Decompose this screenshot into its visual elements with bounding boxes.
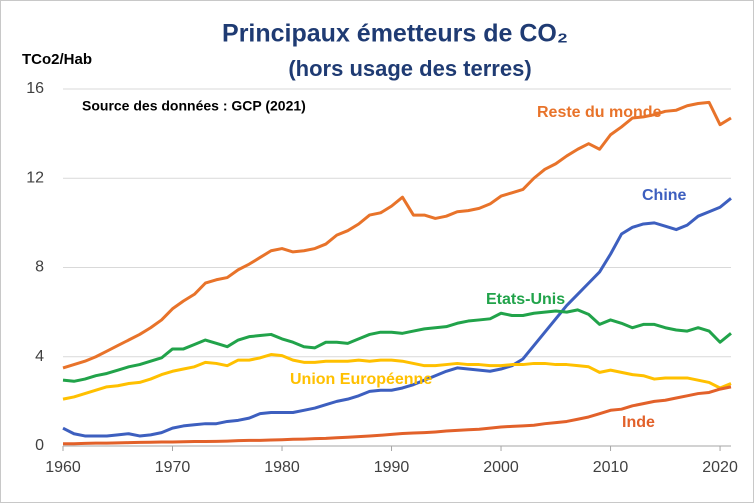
y-tick-label: 12: [26, 169, 44, 186]
y-tick-label: 0: [35, 437, 44, 454]
series-line: [62, 353, 732, 401]
y-tick-label: 4: [35, 348, 44, 365]
y-tick-label: 8: [35, 259, 44, 276]
series-label: Etats-Unis: [486, 291, 565, 308]
series-line: [62, 197, 732, 438]
source-note: Source des données : GCP (2021): [82, 98, 306, 114]
series-line: [62, 100, 732, 370]
x-tick-label: 1990: [374, 459, 410, 476]
series-line: [63, 385, 732, 446]
series-label: Chine: [642, 187, 687, 204]
series-label: Union Européenne: [290, 371, 432, 388]
x-tick-label: 1980: [264, 459, 300, 476]
x-tick-label: 2020: [702, 459, 738, 476]
y-axis-label: TCo2/Hab: [22, 51, 92, 68]
series-label: Inde: [622, 414, 655, 431]
x-tick-label: 2000: [483, 459, 519, 476]
series-label: Reste du monde: [537, 104, 662, 121]
x-tick-label: 1970: [155, 459, 191, 476]
series-line: [62, 308, 732, 383]
chart-subtitle: (hors usage des terres): [288, 56, 531, 81]
x-tick-label: 1960: [45, 459, 81, 476]
chart-title: Principaux émetteurs de CO₂: [222, 20, 568, 48]
y-tick-label: 16: [26, 80, 44, 97]
x-tick-label: 2010: [593, 459, 629, 476]
